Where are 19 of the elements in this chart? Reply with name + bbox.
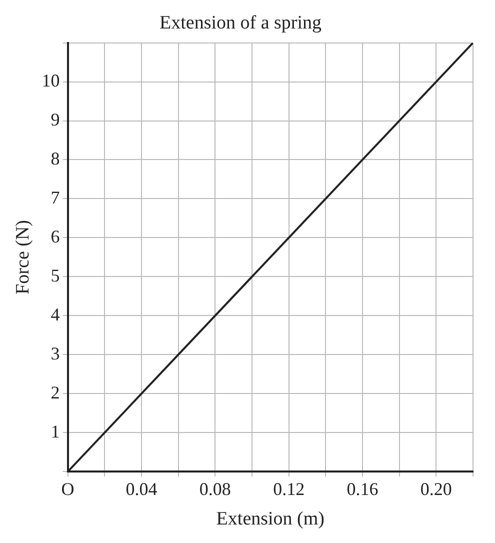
y-tick-label: 5 [50,265,60,286]
x-tick-label: 0.04 [126,479,158,500]
x-tick-label: O [61,479,74,500]
x-tick-label: 0.08 [199,479,231,500]
x-axis-title: Extension (m) [216,508,324,530]
y-tick-label: 2 [50,382,60,402]
y-tick-label: 8 [50,148,60,168]
y-axis-title: Force (N) [12,220,34,294]
y-tick-label: 3 [50,343,60,364]
y-tick-label: 4 [50,304,60,324]
y-tick-label: 9 [50,110,60,130]
y-tick-label: 1 [50,421,60,442]
x-tick-label: 0.20 [420,479,452,500]
chart-title: Extension of a spring [159,12,322,34]
x-tick-label: 0.16 [346,479,378,500]
x-tick-label: 0.12 [273,479,305,500]
y-tick-label: 7 [50,187,60,208]
y-tick-label: 10 [42,70,60,91]
y-tick-label: 6 [50,226,60,246]
